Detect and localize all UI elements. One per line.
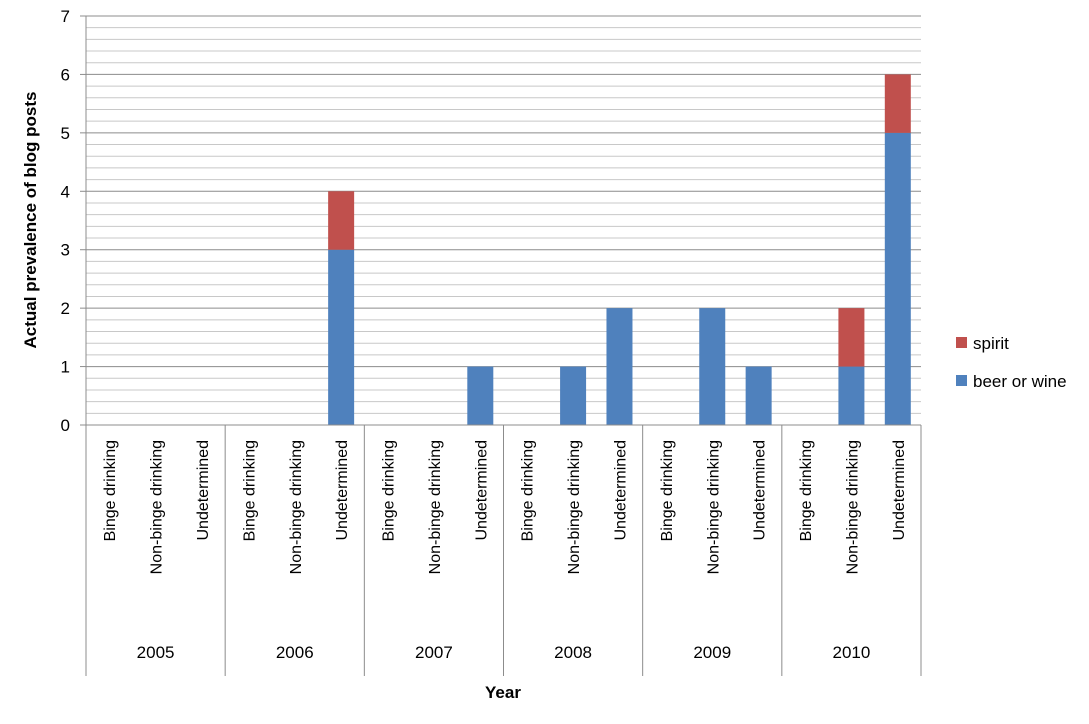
bar-beer-or-wine-2009-1 [699,308,726,425]
x-category-label: Undetermined [195,440,212,541]
x-group-label-2010: 2010 [833,643,871,662]
y-axis-title: Actual prevalence of blog posts [21,92,40,349]
bar-spirit-2010-2 [884,74,911,133]
x-category-labels: Binge drinking Non-binge drinking Undeterm… [102,440,908,574]
x-group-label-2005: 2005 [137,643,175,662]
legend-label-spirit: spirit [973,334,1009,353]
plot-area [86,16,921,425]
bar-beer-or-wine-2009-2 [745,366,772,425]
y-tick-label: 7 [61,7,70,26]
bar-beer-or-wine-2006-2 [328,249,355,425]
x-group-label-2007: 2007 [415,643,453,662]
bar-beer-or-wine-2010-2 [884,132,911,425]
bar-beer-or-wine-2007-2 [467,366,494,425]
x-category-label: Non-binge drinking [705,440,722,574]
y-tick-label: 4 [61,182,70,201]
x-category-label: Undetermined [473,440,490,541]
x-category-label: Binge drinking [102,440,119,541]
x-category-label: Undetermined [891,440,908,541]
x-category-label: Non-binge drinking [566,440,583,574]
y-tick-labels: 0 1 2 3 4 5 6 7 [61,7,70,435]
x-axis-title: Year [485,683,521,702]
x-category-label: Binge drinking [520,440,537,541]
legend-swatch-beer-or-wine [956,375,967,386]
x-category-label: Binge drinking [798,440,815,541]
x-category-label: Binge drinking [381,440,398,541]
x-category-label: Undetermined [612,440,629,541]
x-group-label-2006: 2006 [276,643,314,662]
x-category-label: Non-binge drinking [288,440,305,574]
x-category-label: Non-binge drinking [149,440,166,574]
x-group-label-2008: 2008 [554,643,592,662]
minor-gridlines [86,27,921,414]
bar-spirit-2010-1 [838,308,865,367]
bar-beer-or-wine-2010-1 [838,366,865,425]
x-category-label: Undetermined [334,440,351,541]
x-category-label: Binge drinking [659,440,676,541]
y-tick-label: 0 [61,416,70,435]
legend-swatch-spirit [956,337,967,348]
x-group-label-2009: 2009 [693,643,731,662]
bar-beer-or-wine-2008-2 [606,308,633,425]
legend: spirit beer or wine [956,334,1067,391]
y-tick-label: 1 [61,358,70,377]
x-group-labels: 2005 2006 2007 2008 2009 2010 [137,643,871,662]
legend-label-beer-or-wine: beer or wine [973,372,1067,391]
x-category-label: Non-binge drinking [427,440,444,574]
bar-beer-or-wine-2008-1 [560,366,587,425]
x-category-label: Undetermined [752,440,769,541]
y-tick-label: 2 [61,299,70,318]
x-category-label: Binge drinking [241,440,258,541]
bars [328,74,911,425]
x-category-label: Non-binge drinking [844,440,861,574]
bar-spirit-2006-2 [328,191,355,250]
y-tick-label: 6 [61,65,70,84]
y-tick-label: 5 [61,124,70,143]
axes [85,16,922,676]
major-gridlines [80,15,921,426]
y-tick-label: 3 [61,241,70,260]
